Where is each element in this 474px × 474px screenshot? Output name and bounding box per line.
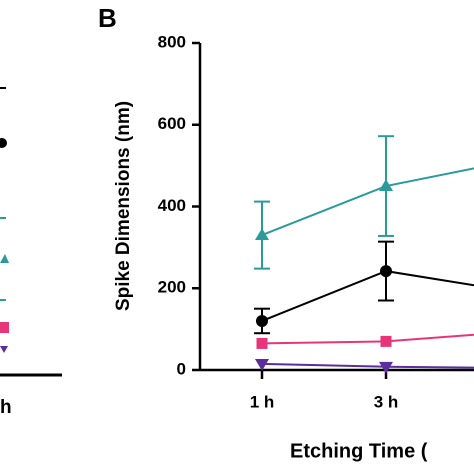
- fragment-label: h: [0, 397, 12, 418]
- marker-fragment: [0, 346, 8, 353]
- x-axis-label: Etching Time (: [290, 440, 428, 462]
- series-line: [261, 167, 474, 237]
- marker: [256, 314, 268, 327]
- marker-fragment: [0, 254, 9, 263]
- marker-fragment: [0, 322, 9, 333]
- series-line: [261, 270, 474, 322]
- marker: [380, 265, 392, 278]
- y-tick-label: 0: [177, 359, 186, 378]
- y-tick-label: 800: [158, 32, 186, 51]
- series-line: [261, 333, 474, 345]
- marker-fragment: [0, 138, 7, 148]
- marker: [255, 358, 269, 371]
- panel-label: B: [98, 3, 117, 33]
- y-tick-label: 400: [158, 196, 186, 215]
- x-tick-label: 1 h: [250, 392, 275, 411]
- y-axis-label: Spike Dimensions (nm): [113, 101, 134, 311]
- marker: [380, 335, 392, 347]
- marker: [379, 179, 393, 191]
- series-line: [261, 362, 474, 369]
- marker: [255, 228, 269, 241]
- y-tick-label: 200: [158, 278, 186, 297]
- marker: [256, 337, 268, 349]
- y-tick-label: 600: [158, 114, 186, 133]
- x-tick-label: 3 h: [374, 392, 399, 411]
- marker: [379, 361, 393, 374]
- left-panel-fragment: h: [0, 87, 62, 418]
